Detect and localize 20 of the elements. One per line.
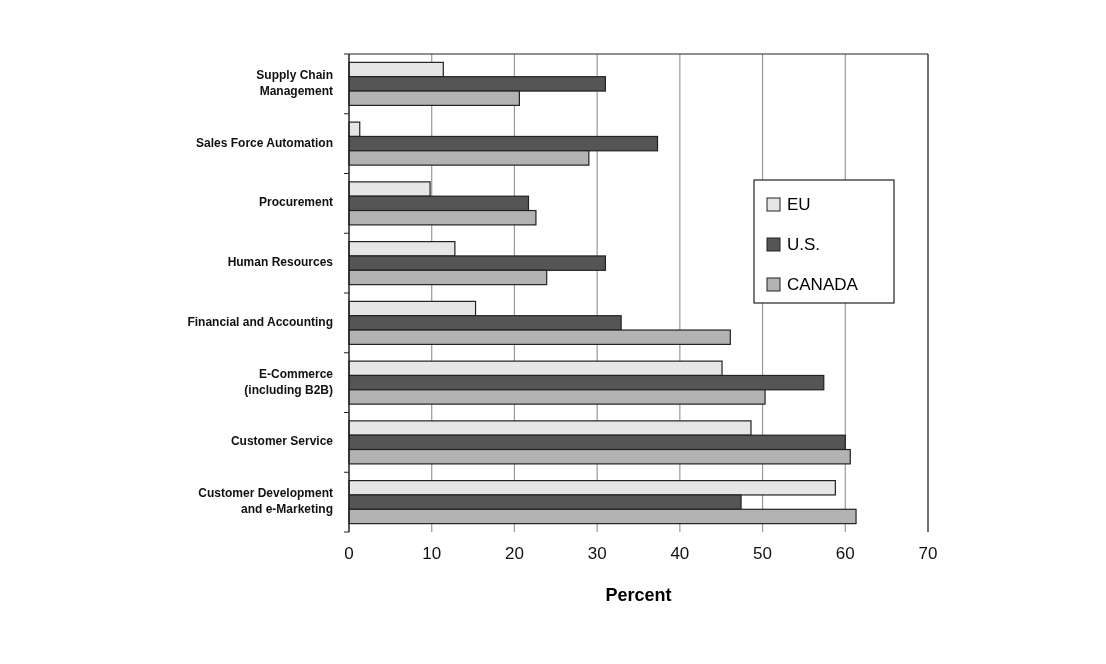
legend-label: CANADA — [787, 275, 859, 294]
y-tick-label: Customer Service — [230, 434, 334, 449]
x-axis-title: Percent — [605, 585, 672, 605]
x-tick-label: 60 — [835, 544, 855, 563]
y-tick-label: E-Commerce (including B2B) — [244, 366, 334, 397]
x-tick-label: 10 — [422, 544, 442, 563]
legend-label: EU — [787, 195, 811, 214]
y-tick-label: Procurement — [258, 195, 333, 210]
y-tick-label: Supply Chain Management — [256, 68, 333, 99]
y-tick-label: Financial and Accounting — [187, 315, 333, 330]
x-tick-label: 20 — [504, 544, 524, 563]
x-tick-label: 30 — [587, 544, 607, 563]
x-tick-label: 50 — [753, 544, 773, 563]
x-tick-label: 40 — [670, 544, 690, 563]
x-tick-label: 0 — [344, 544, 354, 563]
y-tick-label: Sales Force Automation — [196, 135, 333, 150]
x-tick-label: 70 — [918, 544, 938, 563]
y-tick-label: Human Resources — [227, 255, 334, 270]
legend-label: U.S. — [787, 235, 821, 254]
y-tick-label: Customer Development and e-Marketing — [198, 486, 333, 517]
